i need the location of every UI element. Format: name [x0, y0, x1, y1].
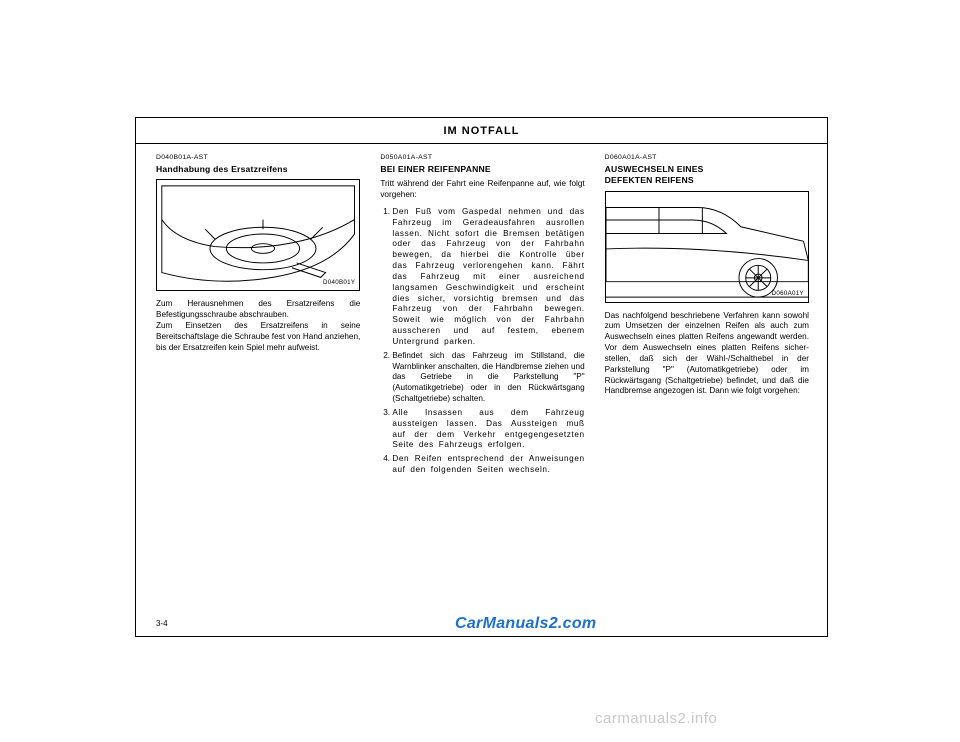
page-number: 3-4: [156, 619, 168, 628]
manual-page: IM NOTFALL D040B01A-AST Handhabung des E…: [135, 117, 828, 637]
section-code: D040B01A-AST: [156, 154, 360, 163]
section-title: BEI EINER REIFENPANNE: [380, 164, 584, 175]
section-code: D050A01A-AST: [380, 154, 584, 163]
instruction-list: Den Fuß vom Gaspedal nehmen und das Fahr…: [380, 207, 584, 476]
section-title-line2: DEFEKTEN REIFENS: [605, 175, 809, 186]
list-item: Den Fuß vom Gaspedal nehmen und das Fahr…: [392, 207, 584, 348]
column-2: D050A01A-AST BEI EINER REIFENPANNE Tritt…: [380, 154, 584, 479]
section-title-line1: AUSWECHSELN EINES: [605, 164, 809, 175]
watermark-secondary: carmanuals2.info: [595, 710, 717, 727]
page-header: IM NOTFALL: [136, 118, 827, 144]
content-columns: D040B01A-AST Handhabung des Ersatzreifen…: [136, 144, 827, 479]
figure-car-side: D060A01Y: [605, 191, 809, 303]
watermark-primary: CarManuals2.com: [455, 615, 596, 633]
section-title: Handhabung des Ersatzreifens: [156, 164, 360, 175]
figure-label: D040B01Y: [323, 279, 355, 287]
list-item: Den Reifen entsprechend der Anwei­sungen…: [392, 454, 584, 476]
list-item: Befindet sich das Fahrzeug im Stillstand…: [392, 351, 584, 405]
car-side-illustration: [606, 192, 808, 302]
section-lead: Tritt während der Fahrt eine Reifenpanne…: [380, 179, 584, 201]
section-body: Das nachfolgend beschriebene Verfahren k…: [605, 311, 809, 398]
section-body: Zum Herausnehmen des Ersatzreifens die B…: [156, 299, 360, 353]
spare-tire-illustration: [157, 180, 359, 290]
column-3: D060A01A-AST AUSWECHSELN EINES DEFEKTEN …: [605, 154, 809, 479]
section-code: D060A01A-AST: [605, 154, 809, 163]
figure-spare-tire: D040B01Y: [156, 179, 360, 291]
figure-label: D060A01Y: [772, 290, 804, 298]
column-1: D040B01A-AST Handhabung des Ersatzreifen…: [156, 154, 360, 479]
list-item: Alle Insassen aus dem Fahrzeug aussteige…: [392, 408, 584, 451]
